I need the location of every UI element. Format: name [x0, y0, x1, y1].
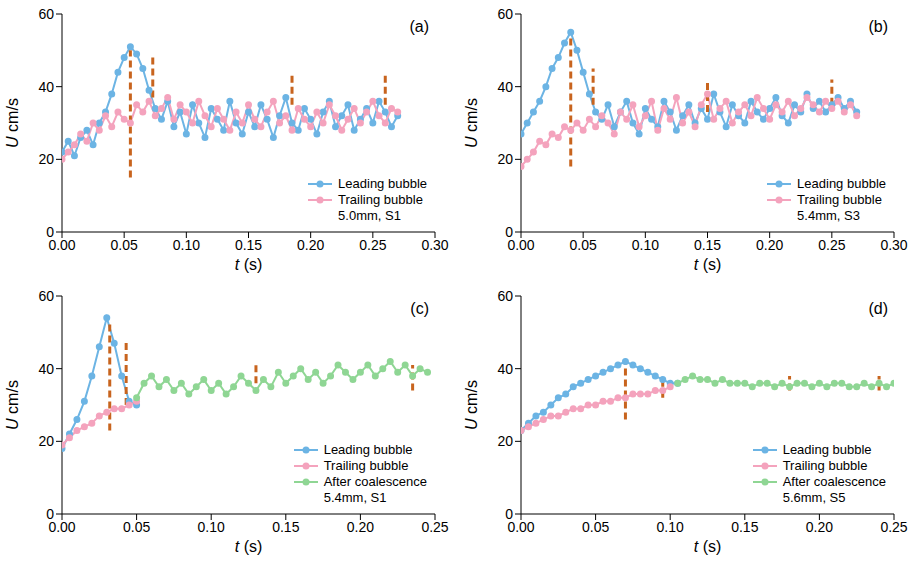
html-text:Trailing bubble: Trailing bubble — [323, 458, 409, 473]
html-text:(c): (c) — [410, 300, 429, 317]
html-text:(b): (b) — [868, 18, 888, 35]
svg-text:U cm/s: U cm/s — [463, 380, 480, 430]
svg-text:0.00: 0.00 — [48, 518, 76, 535]
svg-text:0.00: 0.00 — [507, 518, 535, 535]
svg-text:40: 40 — [497, 361, 513, 377]
svg-text:t (s): t (s) — [235, 538, 263, 555]
svg-text:0.25: 0.25 — [359, 237, 386, 253]
html-text:After coalescence: After coalescence — [323, 474, 427, 489]
html-text:Leading bubble: Leading bubble — [797, 176, 886, 191]
svg-text:0.30: 0.30 — [880, 237, 907, 253]
html-text:Trailing bubble: Trailing bubble — [338, 192, 423, 207]
svg-text:20: 20 — [497, 151, 513, 167]
svg-text:t (s): t (s) — [235, 256, 263, 273]
html-text:5.0mm, S1: 5.0mm, S1 — [338, 208, 401, 223]
html-text:Leading bubble: Leading bubble — [338, 176, 427, 191]
svg-text:U cm/s: U cm/s — [463, 98, 480, 148]
svg-text:0: 0 — [505, 506, 513, 522]
svg-text:60: 60 — [38, 288, 54, 304]
svg-text:60: 60 — [497, 288, 513, 304]
svg-text:0.05: 0.05 — [111, 237, 138, 253]
html-text:After coalescence: After coalescence — [782, 474, 886, 489]
html-text:5.4mm, S1: 5.4mm, S1 — [323, 490, 387, 505]
svg-text:0.25: 0.25 — [880, 519, 907, 535]
svg-text:0: 0 — [505, 224, 513, 240]
svg-text:0.25: 0.25 — [818, 237, 845, 253]
html-text:Leading bubble: Leading bubble — [782, 442, 872, 457]
svg-text:20: 20 — [38, 433, 54, 449]
svg-text:0.05: 0.05 — [570, 237, 597, 253]
svg-text:0.05: 0.05 — [123, 519, 150, 535]
svg-text:0.00: 0.00 — [507, 236, 535, 253]
svg-text:20: 20 — [497, 433, 513, 449]
svg-text:0.20: 0.20 — [806, 519, 833, 535]
svg-text:60: 60 — [38, 6, 54, 22]
svg-text:0.00: 0.00 — [48, 236, 76, 253]
svg-text:40: 40 — [497, 79, 513, 95]
svg-text:20: 20 — [38, 151, 54, 167]
svg-text:0.30: 0.30 — [421, 237, 448, 253]
svg-text:60: 60 — [497, 6, 513, 22]
svg-text:0.15: 0.15 — [272, 519, 299, 535]
svg-text:0.10: 0.10 — [657, 519, 684, 535]
svg-text:0.15: 0.15 — [731, 519, 758, 535]
html-text:5.6mm, S5: 5.6mm, S5 — [782, 490, 846, 505]
html-text:Trailing bubble: Trailing bubble — [797, 192, 882, 207]
html-text:(d): (d) — [868, 300, 888, 317]
html-text:Trailing bubble: Trailing bubble — [782, 458, 868, 473]
svg-text:U cm/s: U cm/s — [4, 98, 21, 148]
svg-text:0.15: 0.15 — [694, 237, 721, 253]
svg-text:0.05: 0.05 — [582, 519, 609, 535]
html-text:Leading bubble: Leading bubble — [323, 442, 413, 457]
html-text:5.4mm, S3: 5.4mm, S3 — [797, 208, 860, 223]
svg-text:40: 40 — [38, 79, 54, 95]
svg-text:0.10: 0.10 — [632, 237, 659, 253]
svg-text:U cm/s: U cm/s — [4, 380, 21, 430]
svg-text:0.10: 0.10 — [198, 519, 225, 535]
svg-text:0: 0 — [46, 506, 54, 522]
svg-text:0.25: 0.25 — [421, 519, 448, 535]
svg-text:0.20: 0.20 — [756, 237, 783, 253]
svg-text:t (s): t (s) — [694, 538, 722, 555]
html-text:(a): (a) — [409, 18, 429, 35]
svg-text:0: 0 — [46, 224, 54, 240]
svg-text:0.15: 0.15 — [235, 237, 262, 253]
svg-text:0.20: 0.20 — [297, 237, 324, 253]
svg-text:0.10: 0.10 — [173, 237, 200, 253]
svg-text:40: 40 — [38, 361, 54, 377]
svg-text:t (s): t (s) — [694, 256, 722, 273]
svg-text:0.20: 0.20 — [347, 519, 374, 535]
